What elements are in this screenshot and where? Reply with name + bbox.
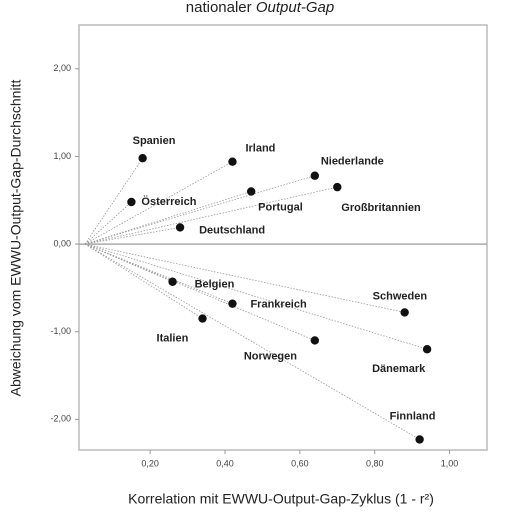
x-tick-label: 0,40 bbox=[216, 458, 234, 468]
ray bbox=[84, 243, 405, 313]
point bbox=[333, 182, 342, 192]
x-tick-label: 0,20 bbox=[141, 458, 159, 468]
point bbox=[310, 336, 320, 345]
point-label: Frankreich bbox=[250, 299, 307, 311]
ray bbox=[84, 175, 315, 245]
x-tick-label: 0,80 bbox=[366, 458, 384, 468]
x-tick-label: 0,60 bbox=[291, 458, 309, 468]
point-label: Italien bbox=[157, 332, 189, 344]
point-label: Belgien bbox=[195, 279, 235, 291]
point-label: Dänemark bbox=[372, 363, 426, 375]
point-label: Finnland bbox=[390, 410, 436, 422]
point bbox=[422, 345, 432, 354]
chart-title: nationaler Output-Gap bbox=[186, 0, 334, 16]
ray bbox=[84, 243, 173, 283]
y-tick-label: 0,00 bbox=[53, 238, 71, 248]
point bbox=[138, 153, 147, 163]
point bbox=[198, 314, 207, 323]
point bbox=[175, 223, 185, 232]
y-tick-label: 1,00 bbox=[53, 151, 71, 161]
ray bbox=[84, 157, 143, 245]
y-tick-label: -1,00 bbox=[50, 326, 71, 336]
ray bbox=[84, 186, 338, 245]
point bbox=[168, 277, 177, 286]
point-label: Österreich bbox=[141, 195, 196, 208]
y-tick-label: -2,00 bbox=[50, 414, 71, 424]
y-tick-label: 2,00 bbox=[53, 63, 71, 73]
point bbox=[127, 197, 136, 207]
ray bbox=[84, 243, 420, 440]
point-label: Norwegen bbox=[244, 350, 297, 362]
point bbox=[228, 299, 237, 308]
point bbox=[246, 187, 256, 196]
ray bbox=[84, 243, 428, 350]
point bbox=[310, 171, 320, 180]
ray bbox=[84, 243, 233, 305]
x-tick-label: 1,00 bbox=[441, 458, 459, 468]
ray bbox=[84, 243, 315, 341]
point-label: Spanien bbox=[133, 135, 176, 147]
title-part: Output-Gap bbox=[256, 0, 334, 16]
plot-frame bbox=[78, 24, 488, 451]
y-axis-label: Abweichung vom EWWU-Output-Gap-Durchschn… bbox=[8, 80, 24, 397]
title-part: nationaler bbox=[186, 0, 252, 16]
ray bbox=[84, 191, 252, 245]
point-label: Irland bbox=[245, 143, 275, 155]
point-label: Niederlande bbox=[321, 156, 384, 168]
point bbox=[400, 308, 409, 317]
point bbox=[415, 435, 424, 444]
ray bbox=[84, 227, 181, 245]
ray bbox=[84, 161, 233, 245]
ray bbox=[84, 243, 203, 319]
x-axis-label: Korrelation mit EWWU-Output-Gap-Zyklus (… bbox=[128, 491, 434, 507]
point bbox=[228, 157, 237, 166]
point-label: Deutschland bbox=[199, 224, 265, 236]
ray bbox=[84, 201, 132, 245]
point-label: Portugal bbox=[258, 201, 303, 213]
point-label: Großbritannien bbox=[341, 202, 421, 214]
point-label: Schweden bbox=[373, 290, 428, 302]
